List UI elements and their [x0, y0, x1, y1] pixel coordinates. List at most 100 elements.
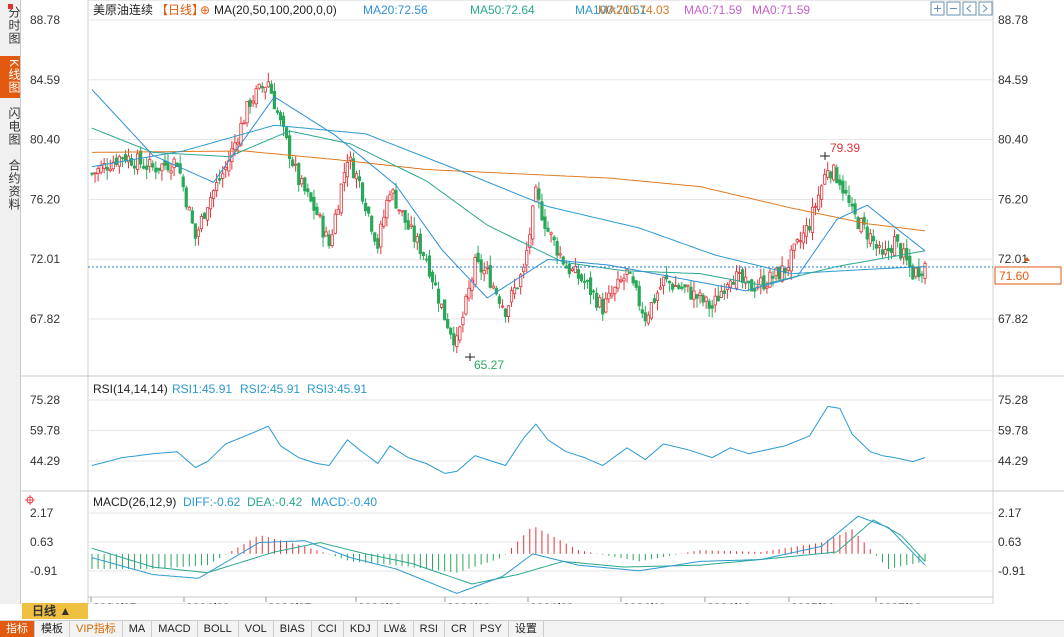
date-label: 2024/05: [93, 601, 137, 604]
candle: [342, 162, 346, 192]
toolbar-item[interactable]: 设置: [509, 621, 544, 637]
candle: [360, 181, 365, 205]
toolbar-item[interactable]: 指标: [0, 621, 35, 637]
candle: [430, 269, 435, 290]
ma20-line: [91, 89, 926, 299]
candle: [309, 191, 313, 203]
period-tag: 【日线】: [156, 3, 204, 17]
candle: [661, 276, 666, 295]
date-label: 2024/09: [447, 601, 491, 604]
candle: [136, 149, 140, 175]
scroll-left-icon[interactable]: [962, 1, 977, 16]
candle: [464, 294, 468, 316]
candle: [482, 262, 486, 282]
toolbar-item[interactable]: RSI: [414, 621, 445, 637]
candle: [412, 216, 416, 249]
candle: [449, 327, 453, 340]
candle: [914, 267, 918, 280]
tab-timeshare-chart[interactable]: 分时图: [7, 5, 21, 45]
candle: [801, 225, 805, 250]
add-indicator-icon[interactable]: ⊕: [200, 3, 210, 17]
candle: [540, 193, 544, 222]
candle: [291, 156, 295, 168]
candle: [90, 172, 94, 177]
candle: [631, 272, 635, 286]
candle: [528, 227, 532, 255]
date-label: 2024/08: [358, 601, 402, 604]
candle: [552, 235, 556, 247]
macd-tick-left: 2.17: [30, 506, 54, 520]
price-tick-right: 72.01: [998, 252, 1028, 266]
candle: [646, 311, 650, 326]
date-label: 2024/07: [268, 601, 312, 604]
candle: [807, 218, 812, 233]
scroll-right-icon[interactable]: [978, 1, 993, 16]
toolbar-item[interactable]: MACD: [152, 621, 198, 637]
candle: [719, 284, 723, 299]
candle: [911, 263, 915, 281]
rsi3-value: RSI3:45.91: [307, 382, 367, 396]
candle: [783, 267, 787, 280]
candle: [616, 270, 620, 293]
candle: [470, 276, 474, 300]
candle: [604, 292, 608, 314]
candle: [327, 229, 331, 249]
macd-tick-right: -0.91: [998, 564, 1026, 578]
candle: [847, 185, 851, 208]
candle: [856, 215, 860, 230]
toolbar-item[interactable]: VOL: [239, 621, 274, 637]
toolbar-item[interactable]: MA: [123, 621, 153, 637]
sidebar: 分时图 K线图 闪电图 合约资料: [0, 0, 21, 604]
chart-area[interactable]: 美原油连续 【日线】 ⊕ MA(20,50,100,200,0,0) MA20:…: [0, 0, 1064, 604]
zoom-in-icon[interactable]: [930, 1, 945, 16]
candle: [643, 305, 647, 327]
toolbar-item[interactable]: BIAS: [274, 621, 312, 637]
date-label: 2025/02: [878, 601, 922, 604]
candle: [297, 162, 301, 192]
macd-legend: MACD(26,12,9) DIFF:-0.62 DEA:-0.42 MACD:…: [25, 495, 377, 509]
candle: [737, 265, 742, 282]
toolbar-item[interactable]: KDJ: [344, 621, 378, 637]
candle: [108, 159, 112, 173]
candle: [640, 301, 644, 318]
candle: [473, 254, 477, 288]
toolbar-item[interactable]: BOLL: [198, 621, 239, 637]
period-button[interactable]: 日线 ▲: [22, 603, 88, 619]
candle: [272, 82, 277, 110]
candle: [549, 231, 553, 243]
price-legend: 美原油连续 【日线】 ⊕ MA(20,50,100,200,0,0) MA20:…: [8, 2, 810, 17]
toolbar-item[interactable]: PSY: [474, 621, 509, 637]
candle: [476, 245, 480, 264]
macd-dea-value: DEA:-0.42: [247, 495, 303, 509]
toolbar-item[interactable]: LW&: [378, 621, 414, 637]
toolbar-item[interactable]: CCI: [312, 621, 344, 637]
tab-kline-chart[interactable]: K线图: [0, 56, 21, 98]
candle: [145, 157, 149, 180]
candle: [835, 164, 839, 184]
candle: [622, 273, 626, 291]
rsi-tick-right: 75.28: [998, 393, 1028, 407]
candle: [96, 165, 100, 182]
candle: [288, 129, 292, 169]
candle: [595, 287, 599, 311]
candle: [506, 305, 511, 323]
candle: [734, 265, 739, 291]
candle: [671, 282, 675, 293]
rsi-tick-left: 44.29: [30, 454, 60, 468]
candle: [880, 242, 885, 259]
candle: [424, 253, 429, 263]
candle: [892, 229, 897, 256]
candle: [823, 168, 827, 185]
candle: [284, 126, 289, 140]
toolbar-item[interactable]: 模板: [35, 621, 70, 637]
tab-lightning-chart[interactable]: 闪电图: [7, 106, 21, 146]
zoom-out-icon[interactable]: [946, 1, 961, 16]
candle: [576, 263, 581, 285]
candle: [312, 189, 316, 220]
candle: [370, 214, 374, 235]
tab-contract-info[interactable]: 合约资料: [7, 159, 21, 211]
candle: [500, 299, 505, 309]
toolbar-item[interactable]: VIP指标: [70, 621, 123, 637]
toolbar-item[interactable]: CR: [445, 621, 474, 637]
candle: [373, 231, 377, 246]
